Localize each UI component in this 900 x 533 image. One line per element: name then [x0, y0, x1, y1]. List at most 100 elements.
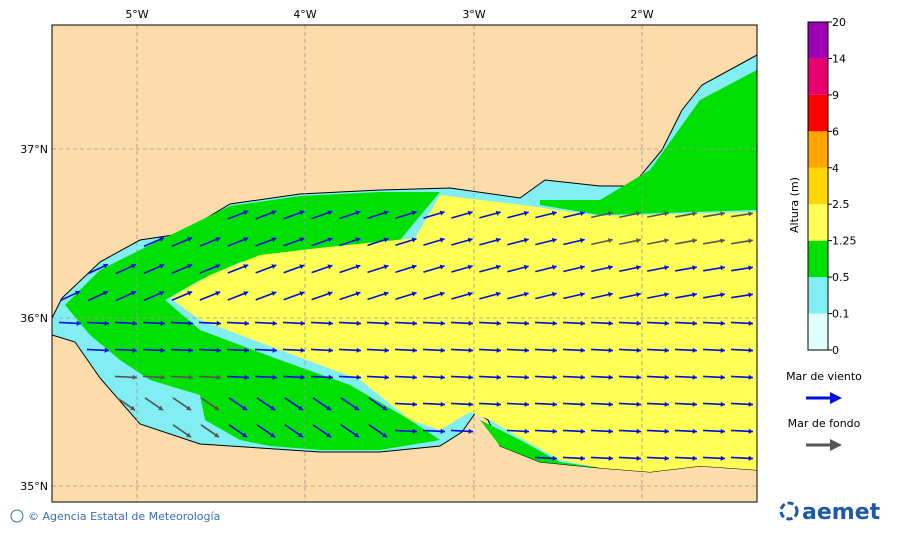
arrow-head [355, 237, 361, 243]
arrow-head [748, 455, 753, 461]
arrow-head [692, 238, 697, 244]
arrow-head [383, 210, 389, 216]
arrow-head [720, 455, 725, 461]
arrow-head [580, 374, 585, 380]
arrow-head [356, 320, 361, 326]
colorbar-segment [808, 22, 828, 59]
arrow-head [720, 347, 725, 353]
arrow-head [383, 237, 389, 243]
map-frame [51, 24, 758, 503]
arrow-head [243, 210, 249, 215]
colorbar-label: 4 [832, 162, 839, 175]
colorbar-label: 0.1 [832, 308, 850, 321]
arrow-head [131, 290, 137, 296]
arrow-head [243, 264, 249, 269]
arrow-head [412, 401, 417, 407]
arrow-head [355, 264, 361, 270]
arrow-head [636, 428, 641, 434]
arrow-head [664, 238, 669, 244]
arrow-head [326, 405, 332, 411]
arrow-head [496, 347, 501, 353]
arrow-head [160, 374, 165, 380]
arrow-head [580, 428, 585, 434]
arrow-head [579, 264, 585, 270]
arrow-head [495, 210, 501, 216]
arrow-head [468, 347, 473, 353]
arrow-head [608, 211, 613, 217]
arrow-head [524, 347, 529, 353]
arrow-head [270, 405, 276, 411]
arrow-head [636, 374, 641, 380]
arrow-head [354, 405, 360, 411]
arrow-head [216, 374, 221, 380]
arrow-head [216, 347, 221, 353]
arrow-head [636, 455, 641, 461]
arrow-head [467, 210, 473, 216]
arrow-head [271, 264, 277, 270]
arrow-head [440, 374, 445, 380]
arrow-head [692, 401, 697, 407]
arrow-head [748, 292, 753, 298]
arrow-head [382, 405, 388, 411]
arrow-head [272, 374, 277, 380]
arrow-head [720, 265, 725, 271]
colorbar-title: Altura (m) [788, 177, 801, 233]
arrow-head [354, 432, 360, 438]
arrow-head [411, 291, 417, 297]
arrow-head [270, 432, 276, 438]
arrow-head [412, 374, 417, 380]
arrow-head [467, 237, 473, 243]
colorbar-segment [808, 240, 828, 278]
arrow-head [748, 428, 753, 434]
arrow-head [608, 265, 613, 271]
legend-arrow-head [830, 392, 842, 404]
lon-label: 2°W [630, 8, 653, 21]
arrow-head [523, 210, 529, 216]
arrow-head [214, 432, 220, 438]
arrow-head [496, 374, 501, 380]
arrow-head [355, 291, 361, 297]
colorbar-label: 1.25 [832, 235, 857, 248]
arrow-head [552, 455, 557, 461]
arrow-head [608, 401, 613, 407]
arrow-head [608, 292, 613, 298]
colorbar-segment [808, 58, 828, 95]
colorbar-label: 20 [832, 16, 846, 29]
colorbar-segment [808, 277, 828, 314]
arrow-head [579, 237, 585, 243]
arrow-head [692, 211, 697, 217]
arrow-head [580, 320, 585, 326]
arrow-head [664, 211, 669, 217]
arrow-head [244, 374, 249, 380]
colorbar-segment [808, 167, 828, 205]
arrow-head [636, 320, 641, 326]
arrow-head [495, 291, 501, 297]
colorbar-segment [808, 131, 828, 168]
arrow-head [636, 211, 641, 217]
arrow-head [104, 347, 109, 353]
colorbar: 0 0.1 0.5 1.25 2.5 4 6 9 14 20 [807, 16, 857, 357]
arrow-head [188, 320, 193, 326]
arrow-head [720, 374, 725, 380]
arrow-head [188, 347, 193, 353]
arrow-head [298, 432, 304, 438]
arrow-head [664, 265, 669, 271]
arrow-head [468, 401, 473, 407]
arrow-head [244, 347, 249, 353]
arrow-head [664, 320, 669, 326]
arrow-head [412, 347, 417, 353]
arrow-head [664, 455, 669, 461]
arrow-head [524, 401, 529, 407]
arrow-head [524, 320, 529, 326]
arrow-head [132, 374, 137, 380]
arrow-head [160, 347, 165, 353]
arrow-head [523, 291, 529, 297]
arrow-head [187, 291, 193, 296]
arrow-head [215, 264, 221, 269]
arrow-head [468, 374, 473, 380]
arrow-head [299, 237, 305, 243]
arrow-head [748, 347, 753, 353]
credit: © Agencia Estatal de Meteorología [28, 510, 220, 523]
colorbar-frame [807, 21, 829, 351]
arrow-head [468, 320, 473, 326]
